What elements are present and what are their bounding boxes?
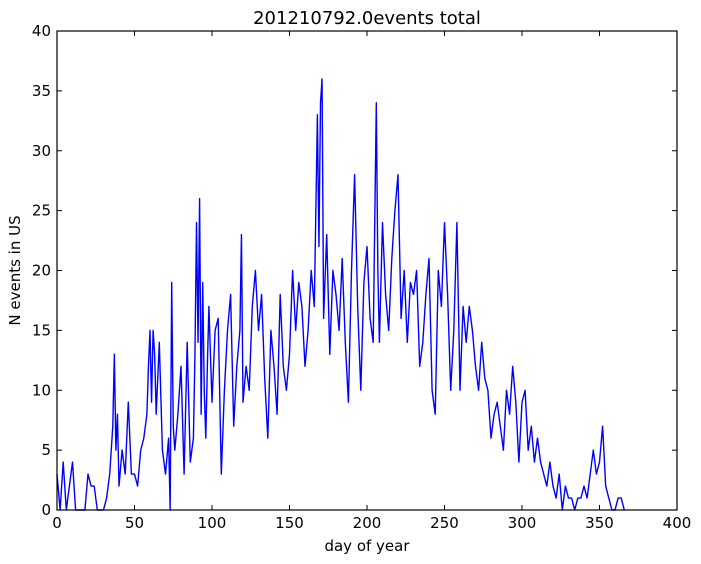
y-tick-label: 10 xyxy=(32,381,51,399)
x-tick-label: 200 xyxy=(353,514,382,532)
x-tick-label: 400 xyxy=(663,514,692,532)
y-tick-label: 0 xyxy=(41,501,51,519)
x-tick-label: 50 xyxy=(125,514,144,532)
y-tick-label: 20 xyxy=(32,262,51,280)
x-tick-label: 350 xyxy=(585,514,614,532)
x-tick-label: 100 xyxy=(198,514,227,532)
y-tick-label: 5 xyxy=(41,441,51,459)
y-tick-label: 25 xyxy=(32,202,51,220)
x-tick-label: 150 xyxy=(275,514,304,532)
y-tick-label: 40 xyxy=(32,22,51,40)
plot-frame xyxy=(56,30,678,511)
y-tick-label: 15 xyxy=(32,321,51,339)
y-axis-label: N events in US xyxy=(6,215,24,325)
axis-ticks: 0 50 100 150 200 250 300 350 400 0 5 10 15 20 25 30 35 40 xyxy=(32,22,691,532)
x-tick-label: 0 xyxy=(52,514,62,532)
x-axis-label: day of year xyxy=(324,537,410,555)
series-line xyxy=(56,78,625,511)
x-tick-label: 300 xyxy=(508,514,537,532)
y-tick-label: 35 xyxy=(32,82,51,100)
y-tick-label: 30 xyxy=(32,142,51,160)
chart-title: 201210792.0events total xyxy=(253,8,481,29)
x-tick-label: 250 xyxy=(430,514,459,532)
